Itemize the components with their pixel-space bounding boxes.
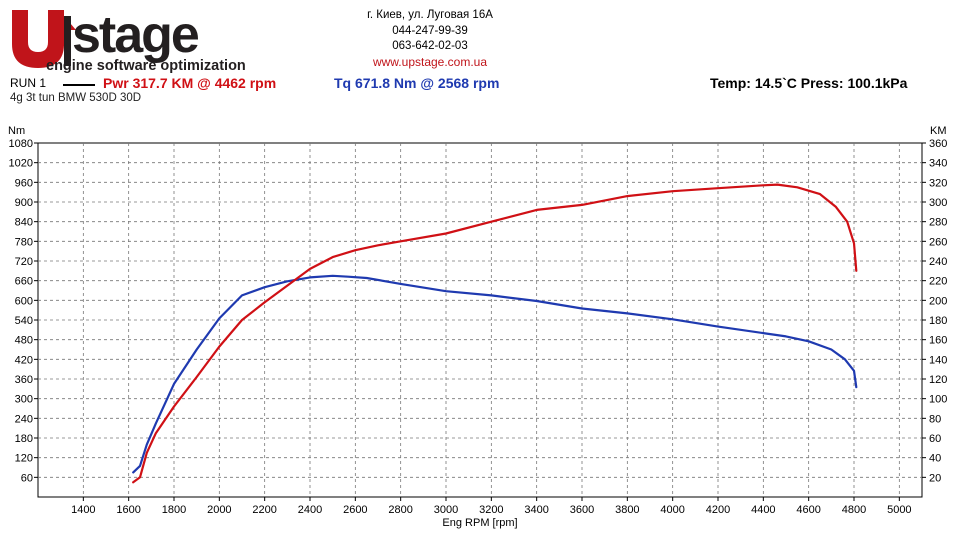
- y-left-tick-label: 1080: [9, 138, 33, 150]
- y-left-tick-label: 840: [15, 217, 33, 229]
- x-tick-label: 2600: [343, 504, 367, 516]
- y-left-tick-label: 780: [15, 236, 33, 248]
- x-tick-label: 3600: [570, 504, 594, 516]
- x-tick-label: 2800: [388, 504, 412, 516]
- y-left-tick-label: 1020: [9, 158, 33, 170]
- run-legend-line: [63, 84, 95, 86]
- run-info-row: RUN 1 Pwr 317.7 KM @ 4462 rpm Tq 671.8 N…: [10, 75, 960, 94]
- y-right-tick-label: 240: [929, 256, 947, 268]
- y-right-tick-label: 200: [929, 295, 947, 307]
- y-right-tick-label: 180: [929, 315, 947, 327]
- x-tick-label: 3800: [615, 504, 639, 516]
- y-left-tick-label: 240: [15, 413, 33, 425]
- x-tick-label: 1800: [162, 504, 186, 516]
- y-left-tick-label: 900: [15, 197, 33, 209]
- x-tick-label: 1400: [71, 504, 95, 516]
- y-right-tick-label: 80: [929, 413, 941, 425]
- y-left-tick-label: 540: [15, 315, 33, 327]
- y-left-tick-label: 480: [15, 335, 33, 347]
- y-left-tick-label: 420: [15, 354, 33, 366]
- y-left-tick-label: 180: [15, 433, 33, 445]
- y-left-axis-title: Nm: [8, 125, 25, 137]
- website-link[interactable]: www.upstage.com.ua: [372, 54, 488, 69]
- y-left-tick-label: 120: [15, 453, 33, 465]
- x-tick-label: 5000: [887, 504, 911, 516]
- y-right-tick-label: 20: [929, 472, 941, 484]
- y-right-tick-label: 40: [929, 453, 941, 465]
- x-tick-label: 4400: [751, 504, 775, 516]
- vehicle-description: 4g 3t tun BMW 530D 30D: [10, 92, 142, 104]
- y-left-tick-label: 600: [15, 295, 33, 307]
- power-peak-label: Pwr 317.7 KM @ 4462 rpm: [103, 75, 277, 91]
- logo-tagline: engine software optimization: [46, 58, 246, 74]
- y-right-tick-label: 60: [929, 433, 941, 445]
- x-tick-label: 4200: [706, 504, 730, 516]
- y-right-tick-label: 320: [929, 177, 947, 189]
- x-tick-label: 2400: [298, 504, 322, 516]
- y-left-tick-label: 720: [15, 256, 33, 268]
- y-right-tick-label: 160: [929, 335, 947, 347]
- y-right-tick-label: 280: [929, 217, 947, 229]
- upstage-logo: stage engine software optimization: [6, 2, 306, 74]
- y-left-tick-label: 60: [21, 472, 33, 484]
- x-tick-label: 2200: [252, 504, 276, 516]
- torque-curve: [132, 274, 858, 474]
- y-right-tick-label: 260: [929, 236, 947, 248]
- x-tick-label: 2000: [207, 504, 231, 516]
- y-right-tick-label: 100: [929, 394, 947, 406]
- y-right-tick-label: 360: [929, 138, 947, 150]
- contact-block: г. Киев, ул. Луговая 16А 044-247-99-39 0…: [330, 8, 530, 70]
- y-right-tick-label: 140: [929, 354, 947, 366]
- phone-1-text: 044-247-99-39: [392, 24, 468, 37]
- y-left-tick-label: 300: [15, 394, 33, 406]
- x-tick-label: 4600: [796, 504, 820, 516]
- phone-2-text: 063-642-02-03: [392, 40, 468, 52]
- x-tick-label: 3400: [524, 504, 548, 516]
- x-tick-label: 1600: [116, 504, 140, 516]
- x-tick-label: 4000: [660, 504, 684, 516]
- address-text: г. Киев, ул. Луговая 16А: [367, 9, 493, 21]
- y-right-tick-label: 220: [929, 276, 947, 288]
- x-axis-title: Eng RPM [rpm]: [442, 517, 517, 529]
- y-left-tick-label: 660: [15, 276, 33, 288]
- y-right-tick-label: 300: [929, 197, 947, 209]
- y-right-tick-label: 340: [929, 158, 947, 170]
- y-left-tick-label: 960: [15, 177, 33, 189]
- run-label: RUN 1: [10, 76, 47, 90]
- y-left-tick-label: 360: [15, 374, 33, 386]
- power-curve: [132, 183, 858, 484]
- svg-text:stage: stage: [72, 6, 199, 64]
- x-tick-label: 4800: [842, 504, 866, 516]
- x-tick-label: 3000: [434, 504, 458, 516]
- torque-peak-label: Tq 671.8 Nm @ 2568 rpm: [334, 75, 500, 91]
- environment-label: Temp: 14.5`C Press: 100.1kPa: [710, 75, 908, 91]
- y-right-tick-label: 120: [929, 374, 947, 386]
- x-tick-label: 3200: [479, 504, 503, 516]
- y-right-axis-title: KM: [930, 125, 947, 137]
